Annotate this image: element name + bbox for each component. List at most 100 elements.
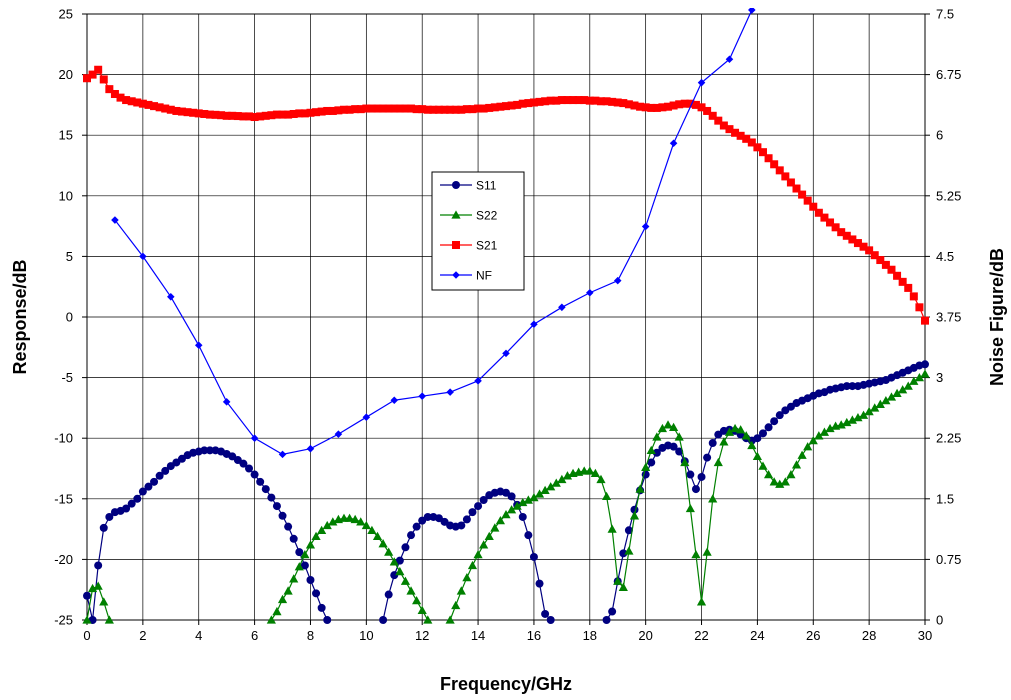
legend-item-nf: NF	[440, 269, 492, 283]
series-s21-point	[535, 97, 544, 106]
series-nf-point	[194, 341, 203, 350]
series-s11-point	[312, 589, 321, 598]
series-s22-point	[540, 485, 550, 494]
series-s21-point	[848, 235, 857, 244]
series-s22-point	[484, 531, 494, 541]
series-s21-point	[876, 256, 885, 265]
series-s21-point	[177, 107, 186, 116]
series-s22-point	[864, 406, 874, 416]
series-s11-point	[272, 502, 281, 511]
series-s22	[82, 369, 930, 624]
series-s21-point	[183, 108, 192, 117]
legend-item-s21: S21	[440, 239, 498, 253]
series-s11-point	[669, 442, 678, 451]
series-s21-point	[261, 111, 270, 120]
y-axis-title: Response/dB	[10, 259, 30, 374]
series-s21-point	[529, 98, 538, 107]
y2-tick-label: 0	[936, 613, 943, 628]
series-nf-point	[697, 78, 706, 87]
x-tick-label: 6	[251, 628, 258, 643]
series-s22-point	[512, 501, 522, 510]
series-s11-point	[703, 453, 712, 462]
x-tick-label: 4	[195, 628, 202, 643]
series-s22-point	[674, 432, 684, 441]
series-s11-point	[105, 512, 114, 521]
series-s22-point	[747, 440, 757, 450]
series-s11-point	[524, 531, 533, 540]
series-s22-point	[752, 451, 762, 461]
series-nf-point	[250, 434, 259, 442]
legend-s22-point	[451, 210, 461, 219]
series-s22-point	[344, 513, 355, 522]
y-tick-label: 10	[59, 188, 73, 203]
series-s11-line	[382, 490, 552, 621]
series-s22-point	[266, 615, 276, 624]
series-s22-point	[87, 583, 98, 593]
y2-tick-label: 6	[936, 128, 943, 143]
series-s21-point	[826, 218, 835, 227]
series-s22-point	[730, 423, 740, 433]
series-s21-point	[200, 109, 209, 118]
series-s21-point	[345, 105, 354, 114]
series-s22-point	[506, 505, 517, 514]
series-s11-point	[518, 512, 527, 521]
series-s22-point	[691, 549, 701, 559]
series-s21-point	[278, 110, 287, 119]
series-s21-point	[395, 104, 404, 113]
x-axis-title: Frequency/GHz	[440, 674, 572, 694]
series-s22-point	[289, 574, 299, 583]
series-s21-point	[652, 103, 661, 112]
series-s21-point	[239, 112, 248, 121]
series-s21-point	[367, 104, 376, 113]
series-s22-point	[780, 477, 790, 486]
series-s11-point	[239, 459, 248, 468]
series-s11-point	[848, 382, 857, 391]
series-s21-point	[736, 131, 745, 140]
series-s11-point	[94, 561, 103, 570]
series-s21-point	[328, 106, 337, 115]
series-s11-point	[546, 616, 555, 624]
x-tick-label: 20	[638, 628, 652, 643]
series-s22-point	[456, 586, 466, 595]
series-s22-point	[417, 605, 427, 614]
series-s21-point	[837, 228, 846, 237]
legend-item-s22: S22	[440, 209, 498, 223]
series-s11-point	[474, 502, 483, 511]
series-s22-point	[909, 376, 919, 385]
series-s21-point	[775, 166, 784, 175]
series-s11-point	[619, 549, 628, 558]
y2-tick-label: 2.25	[936, 431, 961, 446]
series-s21-point	[664, 102, 673, 111]
series-s22-point	[585, 466, 595, 475]
y2-tick-label: 6.75	[936, 67, 961, 82]
series-s21-point	[524, 99, 533, 108]
legend-s21-point	[452, 241, 460, 249]
series-nf-point	[558, 303, 566, 312]
series-nf-point	[278, 450, 287, 459]
series-s11-point	[133, 494, 142, 503]
series-s22-point	[652, 432, 662, 441]
series-s22-point	[903, 381, 913, 390]
series-s21-point	[418, 105, 427, 114]
series-s21-point	[110, 89, 119, 98]
series-s22-point	[702, 547, 712, 556]
series-s21-point	[423, 105, 432, 114]
series-s22-point	[920, 369, 930, 378]
series-s22-point	[657, 423, 668, 433]
series-s21-point	[513, 100, 522, 109]
series-nf	[111, 8, 756, 459]
x-tick-label: 8	[307, 628, 314, 643]
series-s22-point	[462, 572, 472, 582]
x-tick-label: 0	[83, 628, 90, 643]
series-s22-point	[842, 417, 852, 427]
series-s21-point	[161, 104, 170, 113]
series-s22-point	[590, 468, 600, 478]
y-tick-label: 0	[66, 310, 73, 325]
series-s21-point	[546, 96, 555, 105]
series-s21-point	[518, 99, 527, 108]
series-s11-point	[624, 526, 633, 535]
series-s21-point	[468, 105, 477, 114]
series-nf-point	[530, 320, 538, 329]
series-s21-point	[312, 108, 321, 117]
series-s21-point	[591, 96, 600, 105]
